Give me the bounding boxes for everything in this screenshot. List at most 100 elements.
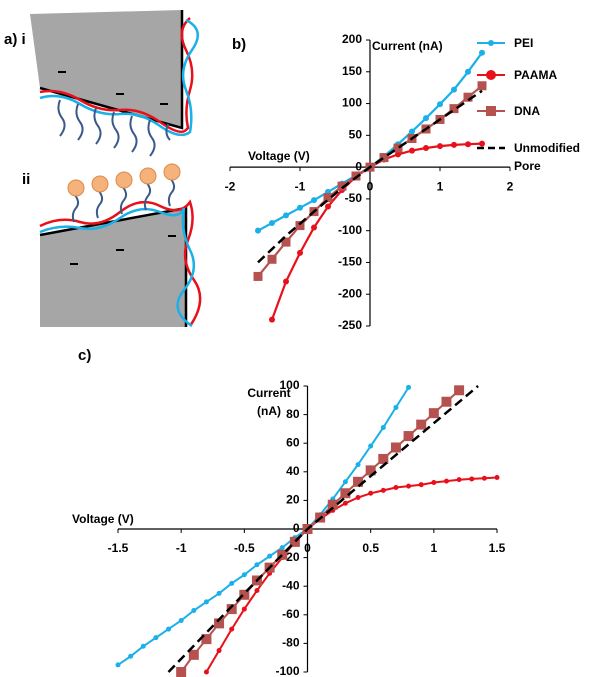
series-line	[167, 385, 479, 673]
y-tick-label: 150	[342, 64, 362, 78]
y-tick-label: -200	[338, 286, 362, 300]
data-point	[416, 419, 427, 430]
legend-marker	[488, 40, 494, 46]
data-point	[337, 181, 347, 191]
data-point	[297, 249, 303, 256]
data-point	[456, 477, 462, 483]
data-point	[431, 480, 437, 486]
data-point	[216, 590, 222, 596]
data-point	[406, 483, 412, 489]
data-point	[393, 485, 399, 491]
y-tick-label: -60	[282, 607, 300, 621]
data-point	[469, 476, 475, 482]
data-point	[351, 171, 361, 181]
data-point	[267, 553, 273, 559]
x-tick-label: 0	[367, 179, 374, 193]
data-point	[323, 193, 333, 203]
series-line	[117, 386, 410, 666]
data-point	[355, 462, 361, 468]
data-point	[241, 572, 247, 578]
panel-label: ii	[22, 171, 30, 188]
series-line	[270, 142, 483, 320]
data-point	[191, 608, 197, 614]
series-line	[205, 476, 498, 673]
x-tick-label: -0.5	[234, 541, 255, 555]
data-point	[451, 141, 457, 148]
data-point	[342, 500, 348, 506]
y-tick-label: 0	[355, 159, 362, 173]
panel-label: a) i	[4, 31, 26, 48]
data-point	[153, 635, 159, 641]
y-tick-label: 40	[286, 464, 300, 478]
data-point	[295, 221, 305, 231]
data-point	[342, 479, 348, 485]
data-point	[406, 384, 412, 390]
data-point	[378, 453, 389, 464]
data-point	[423, 115, 429, 122]
data-point	[115, 662, 121, 668]
data-point	[267, 254, 277, 264]
polymer-strand	[39, 18, 199, 137]
data-point	[368, 490, 374, 496]
data-point	[283, 278, 289, 285]
data-point	[325, 203, 331, 210]
series-line	[257, 89, 483, 264]
y-tick-label: -40	[282, 578, 300, 592]
data-point	[379, 153, 389, 163]
data-point	[269, 220, 275, 227]
legend-label: PAAMA	[514, 68, 558, 82]
data-point	[409, 128, 415, 135]
data-point	[437, 101, 443, 108]
y-axis-title: Current (nA)	[372, 39, 443, 53]
data-point	[454, 385, 465, 396]
x-tick-label: 1.5	[489, 541, 506, 555]
y-tick-label: -250	[338, 318, 362, 332]
data-point	[216, 648, 222, 654]
data-point	[418, 482, 424, 488]
data-point	[203, 669, 209, 675]
data-point	[188, 649, 199, 660]
data-point	[353, 476, 364, 487]
data-point	[465, 68, 471, 75]
data-point	[340, 488, 351, 499]
data-point	[253, 271, 263, 281]
legend-marker	[486, 106, 496, 116]
y-tick-label: 50	[349, 128, 363, 142]
legend-marker	[486, 70, 496, 80]
x-tick-label: -2	[225, 179, 236, 193]
data-point	[254, 587, 260, 593]
particles	[67, 163, 181, 197]
y-tick-label: 80	[286, 407, 300, 421]
data-point	[403, 431, 414, 442]
y-tick-label: 20	[286, 493, 300, 507]
y-tick-label: -150	[338, 255, 362, 269]
x-tick-label: 1	[437, 179, 444, 193]
data-point	[441, 396, 452, 407]
data-point	[393, 143, 403, 153]
data-point	[423, 145, 429, 152]
data-point	[229, 580, 235, 586]
data-point	[289, 536, 300, 547]
data-point	[465, 141, 471, 148]
polymer-strand	[39, 207, 196, 328]
data-point	[380, 424, 386, 430]
data-point	[365, 465, 376, 476]
panel-label: c)	[78, 347, 91, 364]
data-point	[355, 495, 361, 501]
data-point	[443, 478, 449, 484]
data-point	[409, 147, 415, 154]
y-tick-label: 60	[286, 435, 300, 449]
data-point	[255, 227, 261, 234]
data-point	[279, 545, 285, 551]
x-tick-label: 0	[304, 541, 311, 555]
y-tick-label: 0	[293, 521, 300, 535]
y-tick-label: -50	[345, 191, 363, 205]
x-axis-title: Voltage (V)	[248, 149, 310, 163]
x-tick-label: 0.5	[362, 541, 379, 555]
y-axis-title: Current (nA)	[247, 386, 291, 418]
data-point	[269, 316, 275, 323]
data-point	[393, 404, 399, 410]
x-tick-label: 2	[507, 179, 514, 193]
data-point	[277, 549, 288, 560]
data-point	[428, 408, 439, 419]
